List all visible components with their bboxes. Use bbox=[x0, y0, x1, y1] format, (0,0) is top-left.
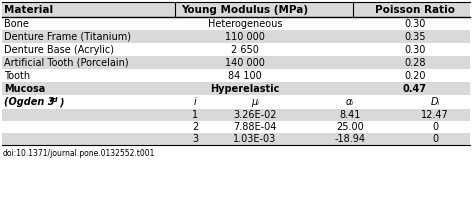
Text: 0.28: 0.28 bbox=[404, 58, 426, 68]
Text: 25.00: 25.00 bbox=[336, 122, 364, 132]
Text: Young Modulus (MPa): Young Modulus (MPa) bbox=[182, 5, 309, 15]
Text: μᵢ: μᵢ bbox=[251, 97, 259, 107]
Text: Material: Material bbox=[4, 5, 53, 15]
Bar bbox=[2, 17, 470, 30]
Text: 140 000: 140 000 bbox=[225, 58, 265, 68]
Text: Hyperelastic: Hyperelastic bbox=[210, 84, 280, 94]
Text: 84 100: 84 100 bbox=[228, 71, 262, 81]
Text: 3.26E-02: 3.26E-02 bbox=[233, 110, 277, 120]
Bar bbox=[2, 69, 470, 82]
Text: (Ogden 3: (Ogden 3 bbox=[4, 97, 55, 107]
Text: 2 650: 2 650 bbox=[231, 45, 259, 55]
Bar bbox=[2, 43, 470, 56]
Text: 0.47: 0.47 bbox=[403, 84, 427, 94]
Text: 0: 0 bbox=[432, 122, 438, 132]
Text: Poisson Ratio: Poisson Ratio bbox=[375, 5, 455, 15]
Text: 3: 3 bbox=[192, 134, 198, 144]
Bar bbox=[2, 2, 470, 17]
Text: 12.47: 12.47 bbox=[421, 110, 449, 120]
Text: Denture Frame (Titanium): Denture Frame (Titanium) bbox=[4, 32, 131, 42]
Text: 0.30: 0.30 bbox=[404, 45, 426, 55]
Text: 7.88E-04: 7.88E-04 bbox=[233, 122, 277, 132]
Text: i: i bbox=[193, 97, 196, 107]
Text: 0.20: 0.20 bbox=[404, 71, 426, 81]
Text: 0: 0 bbox=[432, 134, 438, 144]
Text: Dᵢ: Dᵢ bbox=[430, 97, 439, 107]
Text: 0.35: 0.35 bbox=[404, 32, 426, 42]
Text: Bone: Bone bbox=[4, 19, 29, 29]
Text: 110 000: 110 000 bbox=[225, 32, 265, 42]
Bar bbox=[2, 109, 470, 121]
Text: Tooth: Tooth bbox=[4, 71, 30, 81]
Text: rd: rd bbox=[50, 97, 58, 102]
Bar bbox=[2, 82, 470, 95]
Text: 2: 2 bbox=[192, 122, 198, 132]
Bar bbox=[2, 133, 470, 145]
Text: 1: 1 bbox=[192, 110, 198, 120]
Text: ): ) bbox=[59, 97, 64, 107]
Text: Artificial Tooth (Porcelain): Artificial Tooth (Porcelain) bbox=[4, 58, 128, 68]
Bar bbox=[2, 95, 470, 109]
Text: -18.94: -18.94 bbox=[335, 134, 365, 144]
Text: doi:10.1371/journal.pone.0132552.t001: doi:10.1371/journal.pone.0132552.t001 bbox=[3, 149, 155, 158]
Text: 1.03E-03: 1.03E-03 bbox=[233, 134, 277, 144]
Text: Heterogeneous: Heterogeneous bbox=[208, 19, 282, 29]
Bar bbox=[2, 56, 470, 69]
Text: 8.41: 8.41 bbox=[339, 110, 361, 120]
Text: Denture Base (Acrylic): Denture Base (Acrylic) bbox=[4, 45, 114, 55]
Text: αᵢ: αᵢ bbox=[346, 97, 354, 107]
Text: 0.30: 0.30 bbox=[404, 19, 426, 29]
Bar bbox=[2, 121, 470, 133]
Text: Mucosa: Mucosa bbox=[4, 84, 45, 94]
Bar bbox=[2, 30, 470, 43]
